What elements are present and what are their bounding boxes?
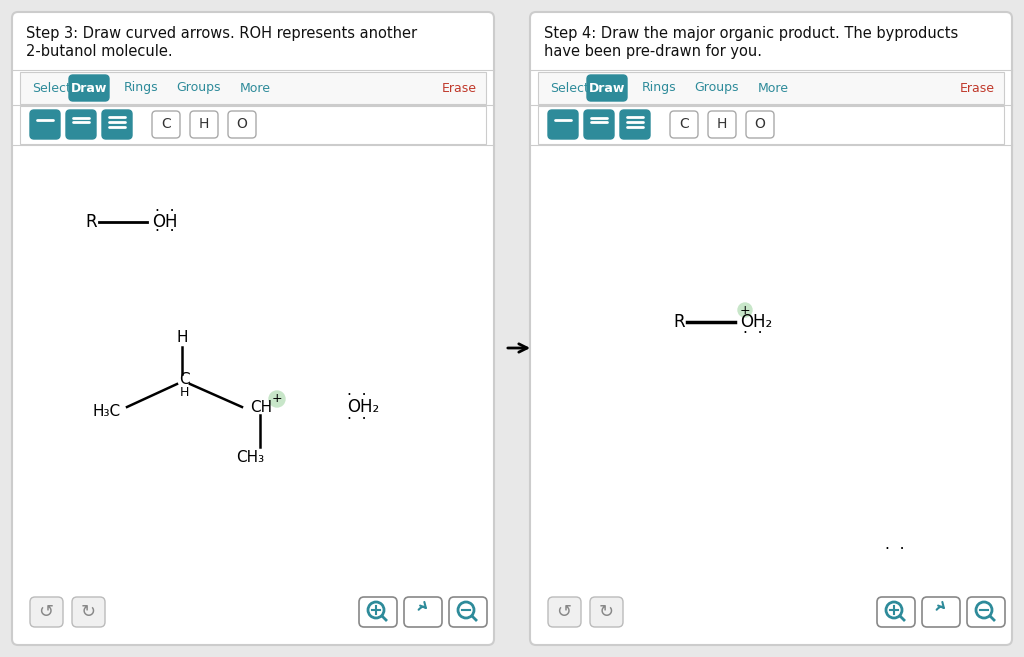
FancyBboxPatch shape: [359, 597, 397, 627]
FancyBboxPatch shape: [152, 111, 180, 138]
FancyBboxPatch shape: [449, 597, 487, 627]
Circle shape: [269, 391, 285, 407]
FancyBboxPatch shape: [548, 110, 578, 139]
Text: Step 4: Draw the major organic product. The byproducts: Step 4: Draw the major organic product. …: [544, 26, 958, 41]
FancyBboxPatch shape: [72, 597, 105, 627]
Text: Select: Select: [550, 81, 589, 95]
Text: 2-butanol molecule.: 2-butanol molecule.: [26, 44, 173, 59]
FancyBboxPatch shape: [102, 110, 132, 139]
Bar: [20, 72, 486, 104]
Text: +: +: [271, 392, 283, 405]
Text: Draw: Draw: [71, 81, 108, 95]
Bar: [538, 72, 1004, 104]
Text: Erase: Erase: [961, 81, 995, 95]
Text: OH₂: OH₂: [740, 313, 772, 331]
Text: O: O: [237, 117, 248, 131]
Text: More: More: [758, 81, 790, 95]
Text: OH₂: OH₂: [347, 398, 379, 416]
FancyBboxPatch shape: [404, 597, 442, 627]
Text: Erase: Erase: [442, 81, 477, 95]
Text: R: R: [674, 313, 685, 331]
Text: Groups: Groups: [694, 81, 738, 95]
FancyBboxPatch shape: [587, 75, 627, 101]
FancyBboxPatch shape: [30, 110, 60, 139]
FancyBboxPatch shape: [584, 110, 614, 139]
FancyBboxPatch shape: [69, 75, 109, 101]
FancyBboxPatch shape: [746, 111, 774, 138]
Text: ·  ·: · ·: [347, 411, 367, 426]
Text: Step 3: Draw curved arrows. ROH represents another: Step 3: Draw curved arrows. ROH represen…: [26, 26, 417, 41]
Text: C: C: [178, 373, 189, 388]
Bar: [538, 106, 1004, 144]
FancyBboxPatch shape: [66, 110, 96, 139]
Text: have been pre-drawn for you.: have been pre-drawn for you.: [544, 44, 762, 59]
FancyBboxPatch shape: [190, 111, 218, 138]
Text: Groups: Groups: [176, 81, 220, 95]
FancyBboxPatch shape: [530, 12, 1012, 645]
FancyBboxPatch shape: [30, 597, 63, 627]
FancyBboxPatch shape: [967, 597, 1005, 627]
Text: ↻: ↻: [598, 603, 613, 621]
Text: +: +: [739, 304, 751, 317]
FancyBboxPatch shape: [708, 111, 736, 138]
Text: Rings: Rings: [642, 81, 677, 95]
Text: ↺: ↺: [556, 603, 571, 621]
Text: H: H: [199, 117, 209, 131]
Text: ·  ·: · ·: [743, 327, 763, 342]
Text: ·  ·: · ·: [347, 388, 367, 403]
FancyBboxPatch shape: [228, 111, 256, 138]
FancyBboxPatch shape: [620, 110, 650, 139]
Text: CH: CH: [250, 399, 272, 415]
Bar: [20, 106, 486, 144]
FancyBboxPatch shape: [548, 597, 581, 627]
Text: R: R: [85, 213, 97, 231]
Text: ↻: ↻: [81, 603, 95, 621]
Text: CH₃: CH₃: [236, 451, 264, 466]
Text: C: C: [679, 117, 689, 131]
Text: ·  ·: · ·: [155, 204, 174, 219]
Text: H: H: [176, 330, 187, 344]
FancyBboxPatch shape: [877, 597, 915, 627]
Text: O: O: [755, 117, 765, 131]
Text: H: H: [179, 386, 188, 399]
Text: More: More: [240, 81, 271, 95]
FancyBboxPatch shape: [590, 597, 623, 627]
FancyBboxPatch shape: [12, 12, 494, 645]
Text: Rings: Rings: [124, 81, 159, 95]
Text: ↺: ↺: [39, 603, 53, 621]
Text: H: H: [717, 117, 727, 131]
Text: OH: OH: [152, 213, 177, 231]
FancyBboxPatch shape: [670, 111, 698, 138]
Circle shape: [738, 303, 752, 317]
Text: C: C: [161, 117, 171, 131]
Text: Select: Select: [32, 81, 71, 95]
Text: H₃C: H₃C: [93, 405, 121, 420]
Text: ·  ·: · ·: [885, 543, 904, 558]
Text: Draw: Draw: [589, 81, 626, 95]
Text: ·  ·: · ·: [155, 225, 174, 240]
FancyBboxPatch shape: [922, 597, 961, 627]
